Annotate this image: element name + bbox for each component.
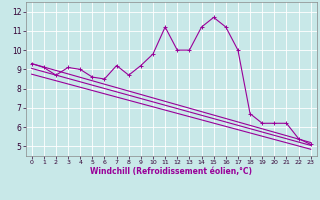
X-axis label: Windchill (Refroidissement éolien,°C): Windchill (Refroidissement éolien,°C): [90, 167, 252, 176]
